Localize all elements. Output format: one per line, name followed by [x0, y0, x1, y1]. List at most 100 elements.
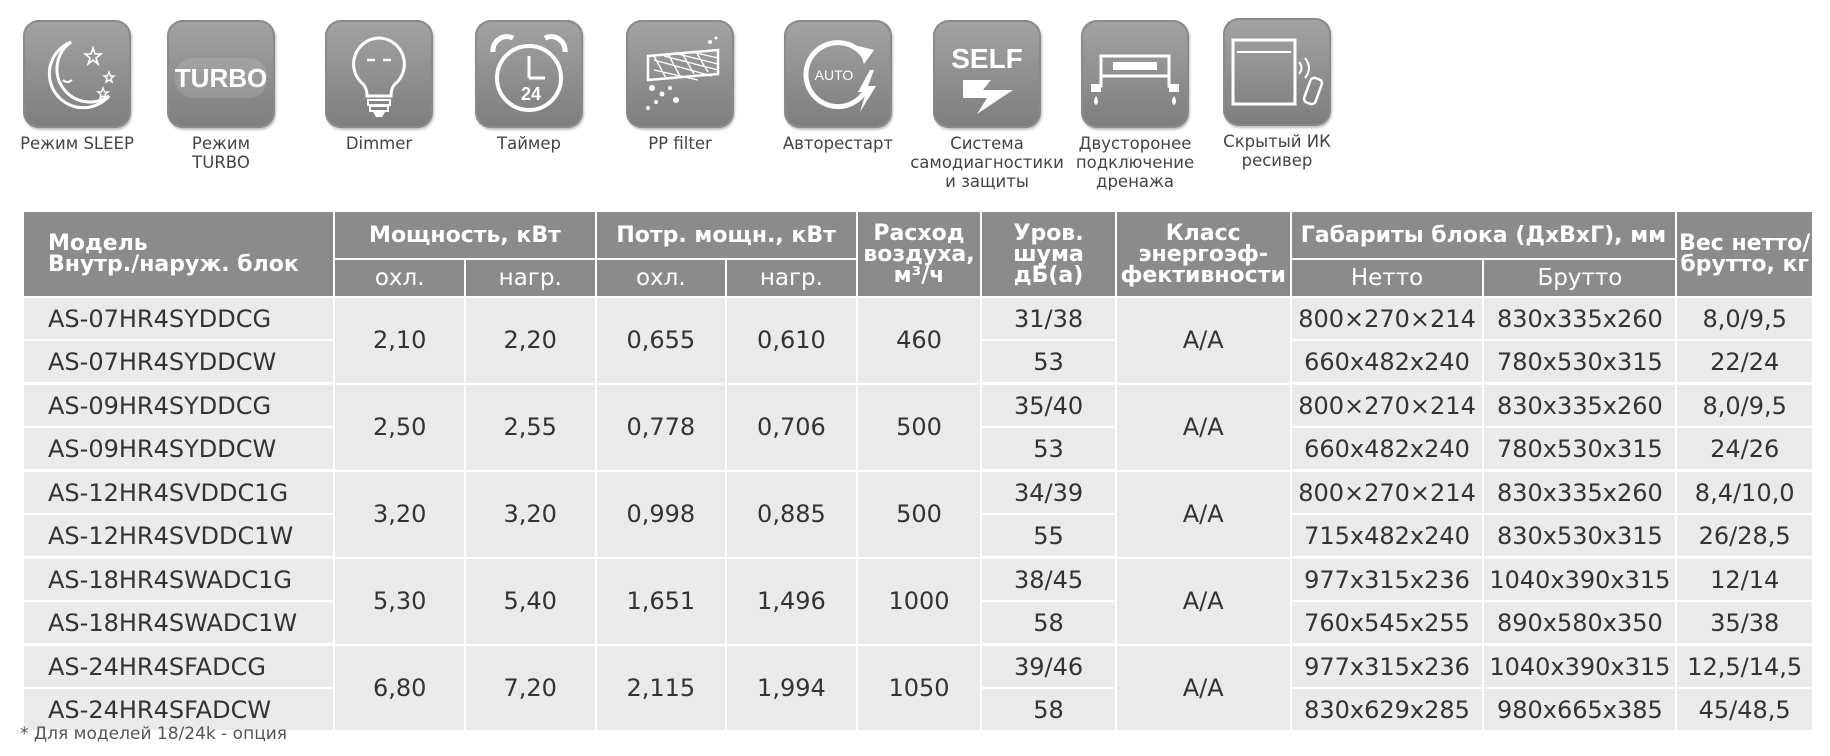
- model-cell: AS-09HR4SYDDCW: [21, 426, 336, 472]
- gross-dim-cell: 890x580x350: [1482, 600, 1678, 646]
- noise-cell: 34/39: [980, 469, 1117, 515]
- feature-turbo: TURBO Режим TURBO: [141, 20, 301, 172]
- auto-restart-icon: AUTO: [784, 20, 892, 128]
- cons-heat-cell: 0,706: [725, 382, 858, 472]
- net-dim-cell: 800×270×214: [1289, 382, 1485, 428]
- net-dim-cell: 977x315x236: [1289, 643, 1485, 689]
- weight-cell: 12/14: [1675, 556, 1814, 602]
- table-row: AS-09HR4SYDDCG 2,50 2,55 0,778 0,706 500…: [21, 382, 1814, 472]
- cons-cool-cell: 0,655: [594, 296, 728, 385]
- noise-cell: 55: [980, 513, 1117, 559]
- feature-label: Режим SLEEP: [20, 134, 134, 153]
- weight-cell: 24/26: [1675, 426, 1814, 472]
- table-row: AS-12HR4SVDDC1W 55 715x482x240 830x530x3…: [21, 513, 1814, 559]
- noise-cell: 31/38: [980, 296, 1117, 341]
- weight-cell: 12,5/14,5: [1675, 643, 1814, 689]
- gross-dim-cell: 780x530x315: [1482, 426, 1678, 472]
- energy-class-cell: A/A: [1114, 469, 1292, 559]
- feature-two-way-drain: Двусторонее подключение дренажа: [1055, 20, 1215, 191]
- cons-heat-cell: 1,994: [725, 643, 858, 732]
- feature-label: Авторестарт: [782, 134, 894, 153]
- spec-table: Модель Внутр./наруж. блок Мощность, кВт …: [21, 210, 1814, 732]
- table-row: AS-07HR4SYDDCG 2,10 2,20 0,655 0,610 460…: [21, 296, 1814, 385]
- power-heat-cell: 7,20: [463, 643, 597, 732]
- net-dim-cell: 660x482x240: [1289, 339, 1485, 385]
- airflow-cell: 460: [855, 296, 983, 385]
- weight-cell: 45/48,5: [1675, 687, 1814, 732]
- weight-cell: 22/24: [1675, 339, 1814, 385]
- noise-cell: 53: [980, 339, 1117, 385]
- cons-cool-cell: 0,998: [594, 469, 728, 559]
- net-dim-cell: 800×270×214: [1289, 296, 1485, 341]
- header-noise: Уров. шума дБ(а): [980, 210, 1117, 298]
- header-model: Модель Внутр./наруж. блок: [21, 210, 336, 298]
- moon-stars-icon: [23, 20, 131, 128]
- weight-cell: 26/28,5: [1675, 513, 1814, 559]
- feature-sleep: Режим SLEEP: [0, 20, 157, 153]
- table-row: AS-07HR4SYDDCW 53 660x482x240 780x530x31…: [21, 339, 1814, 385]
- power-cool-cell: 3,20: [333, 469, 466, 559]
- power-cool-cell: 2,50: [333, 382, 466, 472]
- gross-dim-cell: 1040x390x315: [1482, 556, 1678, 602]
- power-heat-cell: 5,40: [463, 556, 597, 646]
- gross-dim-cell: 1040x390x315: [1482, 643, 1678, 689]
- model-cell: AS-09HR4SYDDCG: [21, 382, 336, 428]
- model-cell: AS-24HR4SFADCG: [21, 643, 336, 689]
- alarm-clock-icon: 24: [475, 20, 583, 128]
- header-net: Нетто: [1289, 258, 1485, 298]
- feature-self-diagnosis: SELF Система самодиагностики и защиты: [907, 20, 1067, 191]
- feature-label: Таймер: [497, 134, 561, 153]
- feature-hidden-ir: Скрытый ИК ресивер: [1197, 18, 1357, 170]
- table-row: AS-12HR4SVDDC1G 3,20 3,20 0,998 0,885 50…: [21, 469, 1814, 559]
- cons-heat-cell: 1,496: [725, 556, 858, 646]
- cons-cool-cell: 1,651: [594, 556, 728, 646]
- hidden-ir-receiver-icon: [1223, 18, 1331, 126]
- energy-class-cell: A/A: [1114, 556, 1292, 646]
- header-power: Мощность, кВт: [333, 210, 597, 260]
- power-heat-cell: 2,55: [463, 382, 597, 472]
- weight-cell: 35/38: [1675, 600, 1814, 646]
- cons-heat-cell: 0,885: [725, 469, 858, 559]
- cons-cool-cell: 2,115: [594, 643, 728, 732]
- feature-dimmer: Dimmer: [299, 20, 459, 153]
- power-heat-cell: 3,20: [463, 469, 597, 559]
- feature-auto-restart: AUTO Авторестарт: [758, 20, 918, 153]
- header-energy-class: Класс энергоэф- фективности: [1114, 210, 1292, 298]
- header-consumption-cooling: охл.: [594, 258, 728, 298]
- airflow-cell: 1000: [855, 556, 983, 646]
- self-diagnosis-icon: SELF: [933, 20, 1041, 128]
- gross-dim-cell: 830x335x260: [1482, 296, 1678, 341]
- power-cool-cell: 5,30: [333, 556, 466, 646]
- header-airflow: Расход воздуха, м³/ч: [855, 210, 983, 298]
- table-row: AS-24HR4SFADCW 58 830x629x285 980x665x38…: [21, 687, 1814, 732]
- header-consumption: Потр. мощн., кВт: [594, 210, 858, 260]
- model-cell: AS-07HR4SYDDCW: [21, 339, 336, 385]
- filter-icon: [626, 20, 734, 128]
- self-icon-text: SELF: [951, 43, 1023, 74]
- power-cool-cell: 2,10: [333, 296, 466, 385]
- header-power-cooling: охл.: [333, 258, 466, 298]
- header-gross: Брутто: [1482, 258, 1678, 298]
- feature-label: Скрытый ИК ресивер: [1223, 132, 1331, 170]
- noise-cell: 58: [980, 687, 1117, 732]
- feature-label: Режим TURBO: [191, 134, 251, 172]
- feature-pp-filter: PP filter: [600, 20, 760, 153]
- timer-icon-text: 24: [521, 84, 541, 104]
- net-dim-cell: 660x482x240: [1289, 426, 1485, 472]
- gross-dim-cell: 830x335x260: [1482, 469, 1678, 515]
- model-cell: AS-18HR4SWADC1W: [21, 600, 336, 646]
- net-dim-cell: 830x629x285: [1289, 687, 1485, 732]
- weight-cell: 8,0/9,5: [1675, 296, 1814, 341]
- weight-cell: 8,0/9,5: [1675, 382, 1814, 428]
- airflow-cell: 500: [855, 382, 983, 472]
- energy-class-cell: A/A: [1114, 382, 1292, 472]
- feature-timer: 24 Таймер: [449, 20, 609, 153]
- gross-dim-cell: 780x530x315: [1482, 339, 1678, 385]
- model-cell: AS-12HR4SVDDC1W: [21, 513, 336, 559]
- gross-dim-cell: 830x335x260: [1482, 382, 1678, 428]
- table-row: AS-24HR4SFADCG 6,80 7,20 2,115 1,994 105…: [21, 643, 1814, 732]
- model-cell: AS-18HR4SWADC1G: [21, 556, 336, 602]
- table-row: AS-18HR4SWADC1W 58 760x545x255 890x580x3…: [21, 600, 1814, 646]
- header-power-heating: нагр.: [463, 258, 597, 298]
- turbo-icon-text: TURBO: [175, 63, 267, 93]
